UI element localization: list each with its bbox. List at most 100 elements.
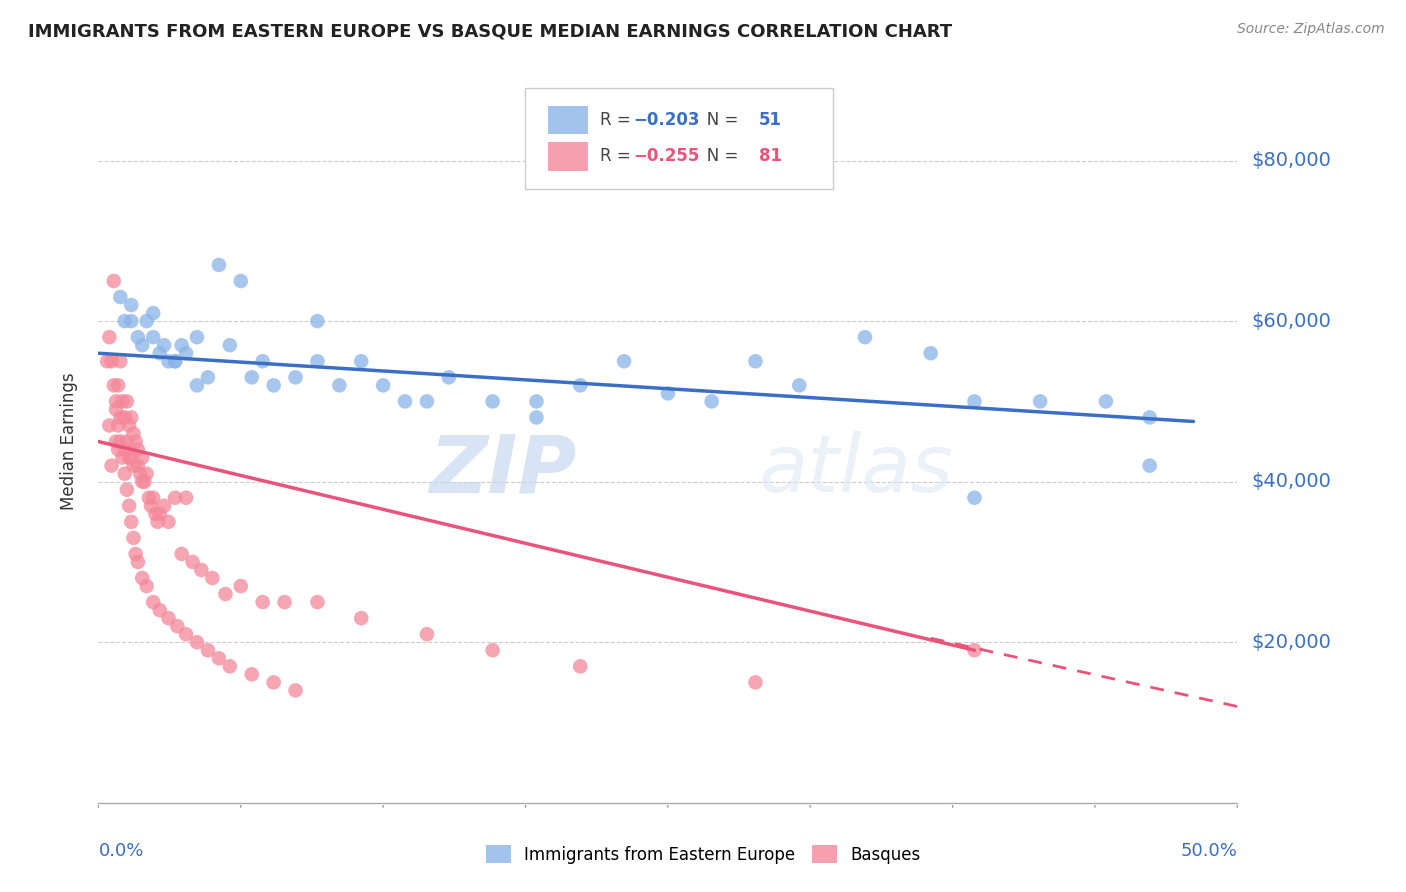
Point	[127, 442, 149, 457]
Point	[208, 258, 231, 272]
Text: atlas: atlas	[759, 432, 953, 509]
Point	[229, 274, 252, 288]
Point	[174, 491, 197, 505]
Point	[350, 611, 373, 625]
Point	[1139, 410, 1161, 425]
Point	[138, 491, 160, 505]
Point	[186, 378, 208, 392]
Point	[170, 547, 193, 561]
Point	[131, 475, 153, 489]
FancyBboxPatch shape	[548, 142, 588, 170]
Point	[481, 394, 503, 409]
Point	[149, 346, 172, 360]
Point	[920, 346, 942, 360]
Text: $20,000: $20,000	[1251, 632, 1331, 652]
Point	[963, 491, 986, 505]
Point	[787, 378, 810, 392]
Text: IMMIGRANTS FROM EASTERN EUROPE VS BASQUE MEDIAN EARNINGS CORRELATION CHART: IMMIGRANTS FROM EASTERN EUROPE VS BASQUE…	[28, 22, 952, 40]
Point	[744, 354, 766, 368]
Point	[124, 434, 146, 449]
Point	[416, 394, 439, 409]
Text: N =: N =	[690, 111, 744, 129]
Point	[111, 394, 134, 409]
Point	[107, 442, 129, 457]
Y-axis label: Median Earnings: Median Earnings	[59, 373, 77, 510]
Point	[115, 394, 138, 409]
Point	[252, 354, 274, 368]
Point	[122, 458, 145, 473]
Point	[104, 402, 127, 417]
Point	[104, 394, 127, 409]
Point	[186, 330, 208, 344]
Point	[569, 378, 592, 392]
Point	[114, 314, 136, 328]
Point	[165, 354, 187, 368]
Point	[131, 338, 153, 352]
Point	[103, 378, 125, 392]
Point	[114, 467, 136, 481]
Point	[104, 434, 127, 449]
Point	[214, 587, 236, 601]
Point	[120, 314, 142, 328]
Text: N =: N =	[690, 147, 744, 165]
Point	[307, 595, 329, 609]
Point	[350, 354, 373, 368]
Text: −0.255: −0.255	[634, 147, 700, 165]
Point	[165, 491, 187, 505]
Point	[98, 330, 121, 344]
Point	[111, 450, 134, 465]
Point	[181, 555, 204, 569]
Point	[135, 314, 157, 328]
Point	[394, 394, 416, 409]
Point	[115, 434, 138, 449]
Point	[118, 418, 141, 433]
Point	[853, 330, 876, 344]
Point	[165, 354, 187, 368]
Point	[120, 410, 142, 425]
Text: ZIP: ZIP	[429, 432, 576, 509]
Point	[700, 394, 723, 409]
Point	[284, 683, 307, 698]
Point	[122, 531, 145, 545]
Point	[98, 418, 121, 433]
Point	[240, 370, 263, 384]
Legend: Immigrants from Eastern Europe, Basques: Immigrants from Eastern Europe, Basques	[479, 838, 927, 871]
Point	[263, 378, 285, 392]
Point	[229, 579, 252, 593]
Point	[437, 370, 460, 384]
Point	[307, 354, 329, 368]
Text: 51: 51	[759, 111, 782, 129]
Point	[153, 499, 176, 513]
Point	[481, 643, 503, 657]
Point	[139, 499, 162, 513]
Point	[284, 370, 307, 384]
Point	[118, 450, 141, 465]
Point	[135, 579, 157, 593]
Text: R =: R =	[599, 111, 636, 129]
Point	[240, 667, 263, 681]
Point	[157, 515, 180, 529]
Point	[122, 426, 145, 441]
Text: −0.203: −0.203	[634, 111, 700, 129]
Point	[328, 378, 350, 392]
Point	[201, 571, 224, 585]
Point	[124, 547, 146, 561]
Text: 81: 81	[759, 147, 782, 165]
Point	[657, 386, 679, 401]
Point	[149, 603, 172, 617]
Point	[134, 475, 156, 489]
Point	[103, 274, 125, 288]
Point	[569, 659, 592, 673]
Point	[110, 290, 132, 304]
Point	[197, 643, 219, 657]
Text: R =: R =	[599, 147, 636, 165]
Point	[371, 378, 394, 392]
Point	[157, 354, 180, 368]
Point	[114, 410, 136, 425]
Point	[96, 354, 118, 368]
Point	[218, 659, 240, 673]
Text: $60,000: $60,000	[1251, 311, 1331, 331]
Point	[118, 499, 141, 513]
Point	[120, 450, 142, 465]
Point	[114, 442, 136, 457]
